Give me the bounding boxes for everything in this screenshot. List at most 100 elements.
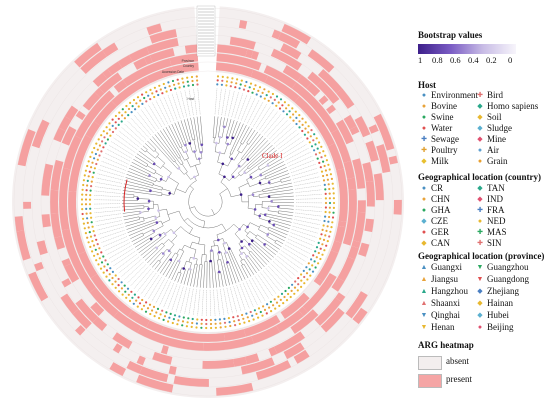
diamond-icon: ◆	[477, 184, 483, 192]
tip-label	[106, 149, 131, 162]
bootstrap-color-scale	[418, 44, 516, 54]
branch-tip	[262, 182, 292, 190]
bootstrap-node	[159, 177, 163, 181]
branch-arc	[194, 193, 223, 217]
tip-marker	[295, 122, 298, 126]
tip-marker	[200, 322, 203, 325]
tip-marker	[305, 272, 309, 275]
tip-marker	[87, 226, 90, 229]
heatmap-cell-present	[271, 29, 282, 40]
plus-icon: ✚	[421, 135, 427, 143]
triangle-up-icon: ▲	[420, 299, 428, 307]
branch-tip	[231, 124, 247, 155]
tip-marker	[321, 243, 324, 246]
tip-marker	[149, 312, 152, 316]
country-legend-item: ✚ MAS	[476, 227, 506, 237]
branch-tip	[215, 116, 219, 138]
branch-tip	[278, 210, 294, 213]
country-legend-item: ◆ IND	[476, 194, 503, 204]
heatmap-cell-present	[60, 293, 79, 315]
tip-label	[295, 193, 322, 197]
branch-tip	[134, 156, 149, 165]
tip-marker	[81, 193, 84, 196]
branch-tip	[200, 116, 204, 145]
host-legend-label: Grain	[487, 156, 508, 166]
heatmap-cell-present	[54, 236, 65, 250]
branch-tip	[231, 121, 238, 138]
tip-label	[265, 268, 284, 289]
branch-stem	[194, 151, 197, 160]
branch-stem	[167, 210, 180, 215]
heatmap-cell-present	[216, 53, 262, 71]
tip-marker	[82, 217, 85, 220]
province-legend-label: Hainan	[487, 298, 513, 308]
tip-marker	[210, 326, 213, 330]
bootstrap-node	[226, 136, 229, 139]
tip-marker	[158, 84, 161, 87]
tip-label	[188, 89, 194, 116]
heatmap-cell-present	[61, 278, 72, 288]
branch-tip	[225, 119, 232, 138]
tip-marker	[269, 96, 272, 99]
tip-label	[140, 272, 157, 295]
tip-marker	[324, 197, 327, 200]
tip-label	[272, 261, 293, 279]
tip-marker	[111, 118, 114, 121]
bootstrap-node	[149, 189, 152, 193]
plus-icon: ✚	[477, 228, 483, 236]
tip-marker	[163, 315, 167, 318]
branch-stem	[189, 185, 194, 190]
tip-marker	[283, 101, 286, 104]
tip-marker	[316, 157, 319, 160]
tip-marker	[200, 326, 203, 329]
country-legend-item: ◆ CAN	[420, 238, 450, 248]
tip-label	[197, 88, 201, 115]
tip-marker	[165, 90, 168, 93]
tip-marker	[310, 258, 313, 261]
host-legend-item: ◆ Mine	[476, 134, 506, 144]
branch-tip	[268, 227, 288, 236]
tip-marker	[82, 183, 85, 187]
heatmap-cell-present	[64, 105, 79, 121]
tip-label	[197, 289, 201, 316]
heatmap-cell-present	[74, 42, 102, 68]
branch-stem	[162, 188, 171, 192]
branch-tip	[233, 122, 241, 139]
tip-marker	[84, 232, 87, 235]
tip-marker	[186, 76, 189, 79]
province-legend-item: ◆ Hainan	[476, 298, 513, 308]
branch-tip	[133, 232, 155, 245]
tip-marker	[209, 322, 213, 326]
tip-marker	[267, 99, 270, 102]
country-legend-label: FRA	[487, 205, 505, 215]
country-legend-label: NED	[487, 216, 506, 226]
branch-tip	[261, 164, 286, 177]
branch-tip	[157, 132, 182, 165]
branch-tip	[123, 216, 140, 221]
heatmap-cell-present	[347, 177, 357, 190]
tip-marker	[123, 117, 126, 120]
heatmap-cell-present	[245, 49, 254, 59]
tip-marker	[328, 192, 331, 195]
tip-label	[193, 88, 198, 115]
branch-stem	[230, 194, 242, 198]
tip-marker	[162, 82, 165, 86]
tip-marker	[196, 318, 199, 321]
branch-tip	[165, 126, 185, 161]
tip-label	[188, 288, 194, 315]
tip-marker	[225, 80, 229, 83]
branch-tip	[218, 117, 222, 138]
tip-label	[184, 90, 191, 116]
branch-stem	[234, 174, 240, 179]
heatmap-cell-present	[23, 201, 32, 209]
tip-label	[94, 186, 121, 191]
bootstrap-node	[148, 174, 151, 177]
triangle-up-icon: ▲	[420, 263, 428, 271]
tip-marker	[89, 189, 92, 192]
tip-marker	[228, 321, 231, 324]
heatmap-cell-present	[365, 140, 379, 162]
branch-arc	[143, 217, 145, 221]
tip-marker	[169, 312, 172, 315]
branch-stem	[198, 237, 201, 244]
tip-marker	[330, 177, 333, 180]
